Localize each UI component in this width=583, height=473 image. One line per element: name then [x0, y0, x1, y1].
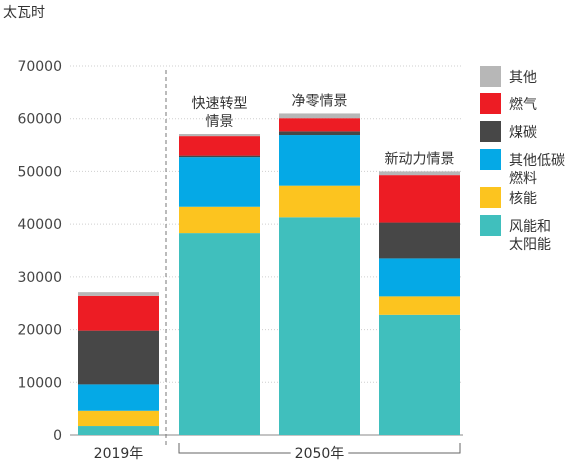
y-axis-unit: 太瓦时: [3, 5, 45, 21]
bar-segment: [379, 171, 460, 176]
bar-segment: [379, 222, 460, 259]
legend-label: 燃气: [509, 96, 537, 113]
legend-label: 煤碳: [509, 125, 537, 141]
y-tick-label: 50000: [17, 164, 62, 180]
y-tick-label: 40000: [17, 217, 62, 233]
y-tick-label: 10000: [17, 375, 62, 391]
bar-segment: [78, 410, 159, 427]
y-tick-label: 0: [53, 428, 62, 444]
y-tick-label: 20000: [17, 323, 62, 339]
legend-swatch: [480, 93, 501, 114]
category-label: 新动力情景: [385, 151, 455, 167]
bar-segment: [179, 136, 260, 156]
legend-swatch: [480, 215, 501, 236]
legend-swatch: [480, 121, 501, 142]
bar-segment: [279, 135, 360, 186]
bar-segment: [279, 131, 360, 136]
category-label: 快速转型: [192, 96, 248, 112]
legend-label: 太阳能: [509, 237, 551, 253]
group-bracket: 2050年: [178, 443, 461, 463]
bar-segment: [179, 155, 260, 158]
category-label: 2019年: [94, 446, 144, 462]
bar-segment: [279, 118, 360, 132]
y-tick-label: 60000: [17, 112, 62, 128]
legend-swatch: [480, 149, 501, 170]
bar-segment: [379, 314, 460, 435]
bar-segment: [379, 296, 460, 315]
bar-segment: [78, 384, 159, 411]
legend-label: 核能: [509, 191, 537, 207]
bar-segment: [179, 134, 260, 137]
legend-swatch: [480, 187, 501, 208]
bar-segment: [78, 292, 159, 296]
group-label: 2050年: [295, 446, 345, 462]
bar-segment: [78, 330, 159, 385]
bar-segment: [379, 258, 460, 297]
legend-label: 风能和: [509, 219, 551, 235]
category-label: 情景: [206, 114, 234, 130]
bar-segment: [279, 185, 360, 218]
group-label-bg: [290, 445, 349, 463]
legend-label: 其他低碳: [509, 153, 565, 169]
bar-segment: [78, 295, 159, 331]
bar-segment: [78, 426, 159, 435]
bars: [78, 113, 460, 435]
bar-segment: [379, 175, 460, 223]
bar-segment: [279, 113, 360, 119]
category-label: 净零情景: [292, 93, 348, 109]
legend-label: 其他: [509, 70, 537, 86]
legend-label: 燃料: [509, 170, 537, 187]
y-axis: 0 10000 20000 30000 40000 50000 60000 70000: [17, 59, 463, 444]
y-tick-label: 30000: [17, 270, 62, 286]
legend-swatch: [480, 66, 501, 87]
bar-segment: [179, 206, 260, 234]
y-tick-label: 70000: [17, 59, 62, 75]
bar-segment: [179, 233, 260, 435]
bar-segment: [279, 217, 360, 435]
bar-segment: [179, 157, 260, 207]
